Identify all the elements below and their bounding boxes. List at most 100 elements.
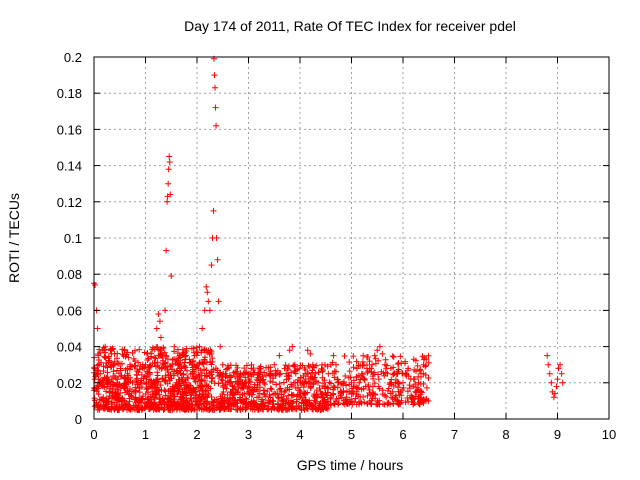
data-point	[382, 356, 389, 363]
data-point	[214, 256, 221, 263]
data-point	[334, 376, 341, 383]
data-point	[254, 374, 261, 381]
data-point	[360, 394, 367, 401]
data-point	[91, 376, 98, 383]
data-point	[354, 384, 361, 391]
data-point	[189, 405, 196, 412]
data-points	[91, 55, 566, 413]
y-tick-labels: 0 0.02 0.04 0.06 0.08 0.1 0.12 0.14 0.16 0.18 0.2	[57, 50, 82, 427]
data-point	[289, 406, 296, 413]
data-point	[102, 397, 109, 404]
data-point	[150, 388, 157, 395]
data-point	[321, 401, 328, 408]
data-point	[241, 365, 248, 372]
data-point	[548, 379, 555, 386]
data-point	[108, 347, 115, 354]
data-point	[348, 379, 355, 386]
data-point	[196, 372, 203, 379]
data-point	[171, 343, 178, 350]
data-point	[392, 379, 399, 386]
data-point	[134, 397, 141, 404]
data-point	[420, 361, 427, 368]
data-point	[161, 349, 168, 356]
data-point	[196, 343, 203, 350]
data-point	[194, 384, 201, 391]
data-point	[288, 383, 295, 390]
data-point	[371, 380, 378, 387]
data-point	[158, 387, 165, 394]
data-point	[379, 401, 386, 408]
data-point	[554, 376, 561, 383]
chart-title: Day 174 of 2011, Rate Of TEC Index for r…	[184, 18, 516, 34]
data-point	[333, 368, 340, 375]
data-point	[168, 273, 175, 280]
data-point	[169, 388, 176, 395]
data-point	[165, 387, 172, 394]
data-point	[245, 383, 252, 390]
data-point	[555, 365, 562, 372]
data-point	[182, 405, 189, 412]
data-point	[211, 380, 218, 387]
data-point	[404, 395, 411, 402]
data-point	[325, 370, 332, 377]
data-point	[389, 371, 396, 378]
data-point	[275, 395, 282, 402]
data-point	[231, 373, 238, 380]
data-point	[341, 352, 348, 359]
data-point	[109, 361, 116, 368]
data-point	[237, 405, 244, 412]
data-point	[376, 343, 383, 350]
data-point	[101, 346, 108, 353]
data-point	[295, 392, 302, 399]
data-point	[331, 384, 338, 391]
data-point	[358, 370, 365, 377]
data-point	[280, 379, 287, 386]
data-point	[102, 349, 109, 356]
data-point	[268, 406, 275, 413]
data-point	[181, 384, 188, 391]
data-point	[230, 402, 237, 409]
data-point	[170, 370, 177, 377]
data-point	[262, 400, 269, 407]
data-point	[225, 399, 232, 406]
data-point	[136, 394, 143, 401]
data-point	[381, 372, 388, 379]
data-point	[94, 402, 101, 409]
data-point	[364, 353, 371, 360]
data-point	[384, 400, 391, 407]
grid-lines	[94, 57, 609, 419]
data-point	[265, 405, 272, 412]
data-point	[276, 386, 283, 393]
data-point	[186, 397, 193, 404]
data-point	[284, 373, 291, 380]
data-point	[163, 247, 170, 254]
data-point	[254, 381, 261, 388]
y-tick-label: 0.16	[57, 122, 82, 137]
x-tick-label: 7	[451, 427, 458, 442]
data-point	[210, 403, 217, 410]
data-point	[353, 365, 360, 372]
y-tick-label: 0.18	[57, 86, 82, 101]
data-point	[193, 364, 200, 371]
data-point	[96, 361, 103, 368]
data-point	[212, 84, 219, 91]
data-point	[268, 386, 275, 393]
data-point	[327, 380, 334, 387]
data-point	[288, 369, 295, 376]
data-point	[178, 365, 185, 372]
data-point	[321, 377, 328, 384]
data-point	[125, 401, 132, 408]
data-point	[309, 361, 316, 368]
data-point	[97, 403, 104, 410]
data-point	[100, 368, 107, 375]
data-point	[201, 307, 208, 314]
data-point	[216, 400, 223, 407]
data-point	[131, 358, 138, 365]
data-point	[153, 325, 160, 332]
data-point	[214, 398, 221, 405]
data-point	[253, 401, 260, 408]
x-tick-labels: 0 1 2 3 4 5 6 7 8 9 10	[90, 427, 616, 442]
data-point	[270, 375, 277, 382]
data-point	[149, 360, 156, 367]
